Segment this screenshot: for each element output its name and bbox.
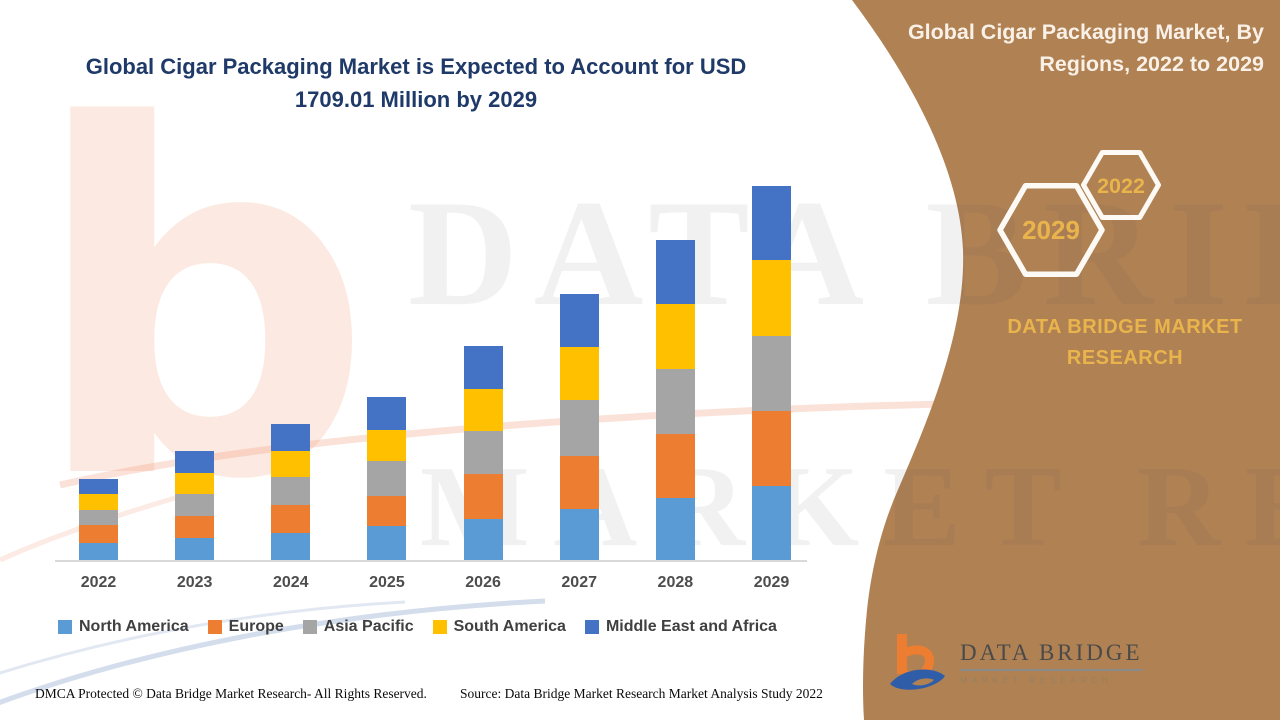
chart-title-line1: Global Cigar Packaging Market is Expecte… bbox=[85, 54, 747, 79]
hex-year-2029: 2029 bbox=[1022, 215, 1080, 245]
bar-2027-segment-middle-east-and-africa bbox=[559, 294, 599, 347]
bar-2024-segment-north-america bbox=[271, 532, 311, 560]
hexagon-2029-icon bbox=[997, 183, 1105, 277]
panel-title-line1: Global Cigar Packaging Market, By bbox=[907, 20, 1264, 44]
hex-year-2022: 2022 bbox=[1097, 174, 1145, 198]
legend-swatch-asia-pacific bbox=[302, 620, 317, 634]
panel-title: Global Cigar Packaging Market, By Region… bbox=[840, 16, 1280, 80]
x-axis-label-2026: 2026 bbox=[465, 574, 501, 591]
dmca-notice: DMCA Protected © Data Bridge Market Rese… bbox=[35, 686, 427, 701]
bar-2027-segment-south-america bbox=[559, 347, 599, 400]
legend-label-europe: Europe bbox=[228, 618, 284, 635]
bar-2025-segment-north-america bbox=[367, 526, 407, 560]
legend-item-north-america: North America bbox=[58, 618, 189, 636]
logo-tagline: MARKET RESEARCH bbox=[960, 675, 1113, 685]
bar-2025-segment-europe bbox=[367, 496, 407, 527]
chart-title-line2: 1709.01 Million by 2029 bbox=[294, 87, 538, 112]
x-axis-label-2025: 2025 bbox=[369, 574, 405, 591]
bar-2026-segment-europe bbox=[463, 474, 503, 520]
bar-2028 bbox=[655, 240, 695, 560]
x-axis-label-2028: 2028 bbox=[657, 574, 694, 591]
bar-2029-segment-europe bbox=[751, 410, 791, 486]
bar-2025 bbox=[367, 397, 407, 560]
x-axis-line bbox=[55, 560, 807, 562]
logo-mark-icon bbox=[890, 634, 945, 690]
bar-2028-segment-europe bbox=[655, 434, 695, 499]
legend-label-asia-pacific: Asia Pacific bbox=[323, 618, 414, 635]
year-hexagons: 2022 2029 bbox=[997, 150, 1161, 277]
chart-legend: North America Europe Asia Pacific South Ame… bbox=[58, 613, 828, 641]
bar-2023-segment-europe bbox=[175, 516, 215, 539]
watermark-text-line1: DATA BRIDGE bbox=[408, 169, 1280, 337]
bar-2028-segment-asia-pacific bbox=[655, 369, 695, 435]
bar-2022-segment-north-america bbox=[79, 543, 118, 560]
x-axis-label-2024: 2024 bbox=[272, 574, 309, 591]
bar-2029-segment-asia-pacific bbox=[751, 335, 791, 411]
legend-item-south-america: South America bbox=[432, 618, 566, 636]
x-axis-label-2029: 2029 bbox=[753, 574, 790, 591]
bar-2026-segment-asia-pacific bbox=[463, 431, 503, 475]
bar-2022-segment-asia-pacific bbox=[79, 510, 118, 526]
bar-2023-segment-middle-east-and-africa bbox=[175, 451, 215, 474]
legend-label-middle-east-and-africa: Middle East and Africa bbox=[605, 618, 777, 635]
legend-label-south-america: South America bbox=[453, 618, 566, 635]
bar-2023-segment-asia-pacific bbox=[175, 494, 215, 517]
bar-2026-segment-north-america bbox=[463, 519, 503, 560]
bar-2025-segment-asia-pacific bbox=[367, 461, 407, 497]
x-axis-label-2022: 2022 bbox=[80, 574, 117, 591]
bar-2024-segment-asia-pacific bbox=[271, 476, 311, 505]
legend-label-north-america: North America bbox=[79, 618, 189, 635]
bar-2027 bbox=[559, 294, 599, 560]
bar-2029-segment-middle-east-and-africa bbox=[751, 185, 791, 260]
legend-swatch-europe bbox=[207, 620, 222, 634]
bar-2024-segment-europe bbox=[271, 504, 311, 533]
x-axis-label-2027: 2027 bbox=[561, 574, 597, 591]
databridge-logo: DATA BRIDGE MARKET RESEARCH bbox=[888, 632, 1143, 694]
bar-2029 bbox=[751, 185, 791, 560]
bar-2029-segment-south-america bbox=[751, 259, 791, 336]
chart-plot bbox=[60, 185, 810, 560]
legend-swatch-south-america bbox=[432, 620, 447, 634]
bar-2028-segment-south-america bbox=[655, 304, 695, 370]
bar-2025-segment-middle-east-and-africa bbox=[367, 397, 407, 431]
bar-2024-segment-south-america bbox=[271, 450, 311, 477]
bar-2026-segment-south-america bbox=[463, 389, 503, 432]
legend-item-middle-east-and-africa: Middle East and Africa bbox=[584, 618, 777, 636]
bar-2023 bbox=[175, 451, 215, 560]
bar-2028-segment-north-america bbox=[655, 498, 695, 560]
bar-2023-segment-north-america bbox=[175, 538, 215, 560]
x-axis-labels: 2022 2023 2024 2025 2026 2027 2028 2029 bbox=[60, 574, 810, 592]
legend-swatch-middle-east-and-africa bbox=[584, 620, 599, 634]
bar-2023-segment-south-america bbox=[175, 473, 215, 495]
panel-title-line2: Regions, 2022 to 2029 bbox=[1039, 52, 1264, 76]
legend-item-asia-pacific: Asia Pacific bbox=[302, 618, 414, 636]
bar-2022-segment-south-america bbox=[79, 494, 118, 511]
bar-2026 bbox=[463, 346, 503, 560]
bar-2024 bbox=[271, 424, 311, 560]
bar-2024-segment-middle-east-and-africa bbox=[271, 424, 311, 451]
x-axis-label-2023: 2023 bbox=[176, 574, 213, 591]
bar-2027-segment-asia-pacific bbox=[559, 400, 599, 456]
bar-2025-segment-south-america bbox=[367, 430, 407, 462]
chart-title: Global Cigar Packaging Market is Expecte… bbox=[60, 50, 772, 116]
source-note: Source: Data Bridge Market Research Mark… bbox=[460, 686, 823, 701]
legend-item-europe: Europe bbox=[207, 618, 284, 636]
bar-2027-segment-north-america bbox=[559, 509, 599, 560]
bar-2022-segment-middle-east-and-africa bbox=[79, 479, 118, 495]
legend-swatch-north-america bbox=[58, 620, 72, 634]
bar-2022-segment-europe bbox=[79, 525, 118, 544]
logo-wordmark: DATA BRIDGE bbox=[960, 640, 1143, 671]
hexagon-2022-icon bbox=[1081, 150, 1161, 220]
bar-2028-segment-middle-east-and-africa bbox=[655, 240, 695, 305]
brand-text: DATA BRIDGE MARKET RESEARCH bbox=[1007, 316, 1243, 369]
bar-2027-segment-europe bbox=[559, 456, 599, 509]
bar-2026-segment-middle-east-and-africa bbox=[463, 346, 503, 390]
bar-2029-segment-north-america bbox=[751, 486, 791, 560]
bar-2022 bbox=[79, 479, 118, 560]
